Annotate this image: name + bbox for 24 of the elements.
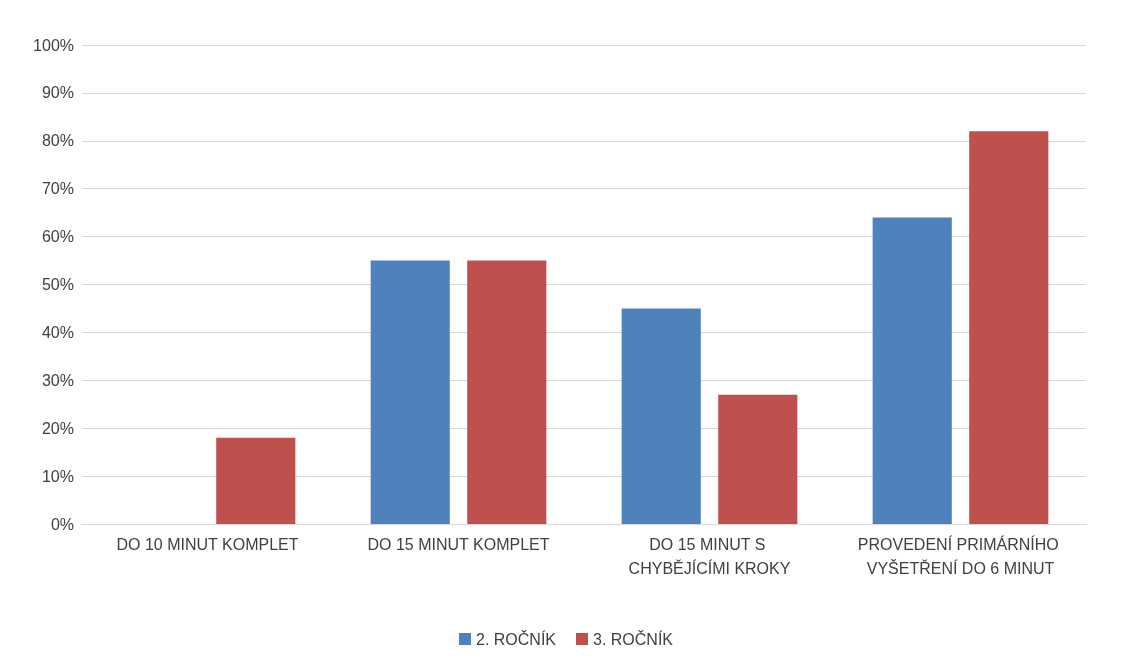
bar	[216, 437, 296, 524]
x-tick-label: DO 15 MINUT KOMPLET	[367, 535, 550, 553]
x-tick-label: PROVEDENÍ PRIMÁRNÍHO VYŠETŘENÍ DO 6 MINUT	[857, 534, 1064, 577]
bar	[969, 131, 1049, 524]
bar	[872, 217, 952, 524]
bar	[718, 394, 798, 524]
bar	[621, 308, 701, 524]
legend-label: 3. ROČNÍK	[593, 629, 674, 648]
x-tick-label: DO 15 MINUT S CHYBĚJÍCÍMI KROKY	[628, 535, 791, 577]
y-tick-label: 100%	[33, 36, 74, 54]
y-tick-label: 60%	[41, 228, 74, 246]
y-tick-label: 30%	[41, 371, 74, 389]
y-tick-label: 0%	[50, 515, 74, 533]
bar	[370, 260, 450, 524]
y-tick-label: 70%	[41, 180, 74, 198]
bar	[467, 260, 547, 524]
y-tick-label: 20%	[41, 419, 74, 437]
y-tick-label: 40%	[41, 323, 74, 341]
y-tick-label: 50%	[41, 276, 74, 293]
y-tick-label: 10%	[41, 467, 74, 485]
x-tick-label: DO 10 MINUT KOMPLET	[116, 535, 299, 553]
y-tick-label: 80%	[41, 132, 74, 150]
legend-label: 2. ROČNÍK	[475, 629, 557, 648]
y-tick-label: 90%	[41, 84, 74, 102]
